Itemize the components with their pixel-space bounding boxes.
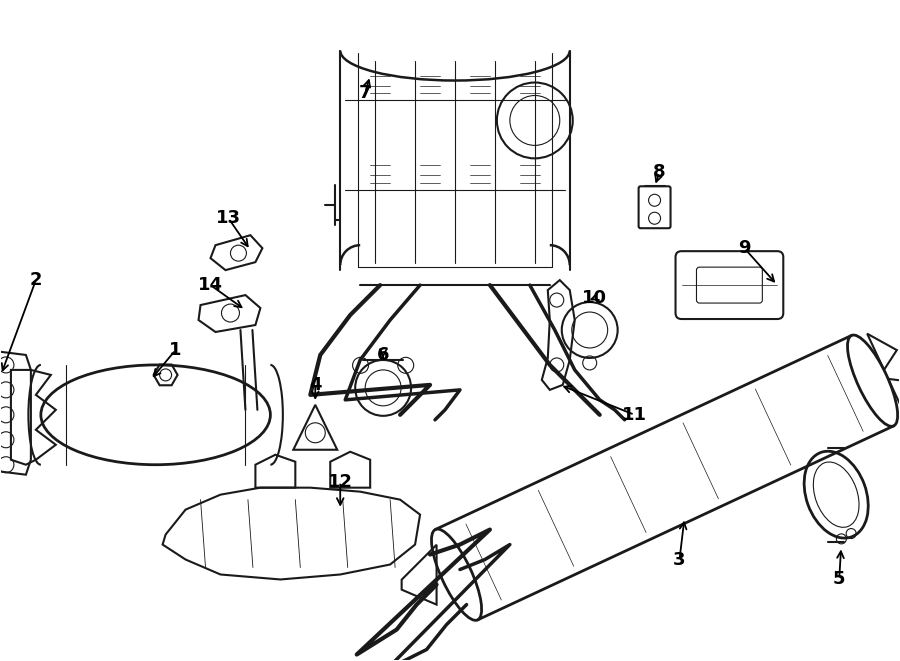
Text: 13: 13 [216, 210, 241, 227]
Text: 8: 8 [653, 163, 666, 181]
Text: 10: 10 [582, 289, 608, 307]
Text: 4: 4 [309, 376, 321, 394]
Text: 12: 12 [328, 473, 353, 490]
Text: 2: 2 [30, 271, 42, 289]
Text: 11: 11 [622, 406, 647, 424]
Text: 14: 14 [198, 276, 223, 294]
Text: 1: 1 [169, 341, 182, 359]
Text: 6: 6 [377, 346, 390, 364]
Text: 7: 7 [359, 83, 372, 102]
Text: 9: 9 [738, 239, 751, 257]
Text: 5: 5 [832, 570, 845, 588]
Text: 3: 3 [673, 551, 686, 568]
